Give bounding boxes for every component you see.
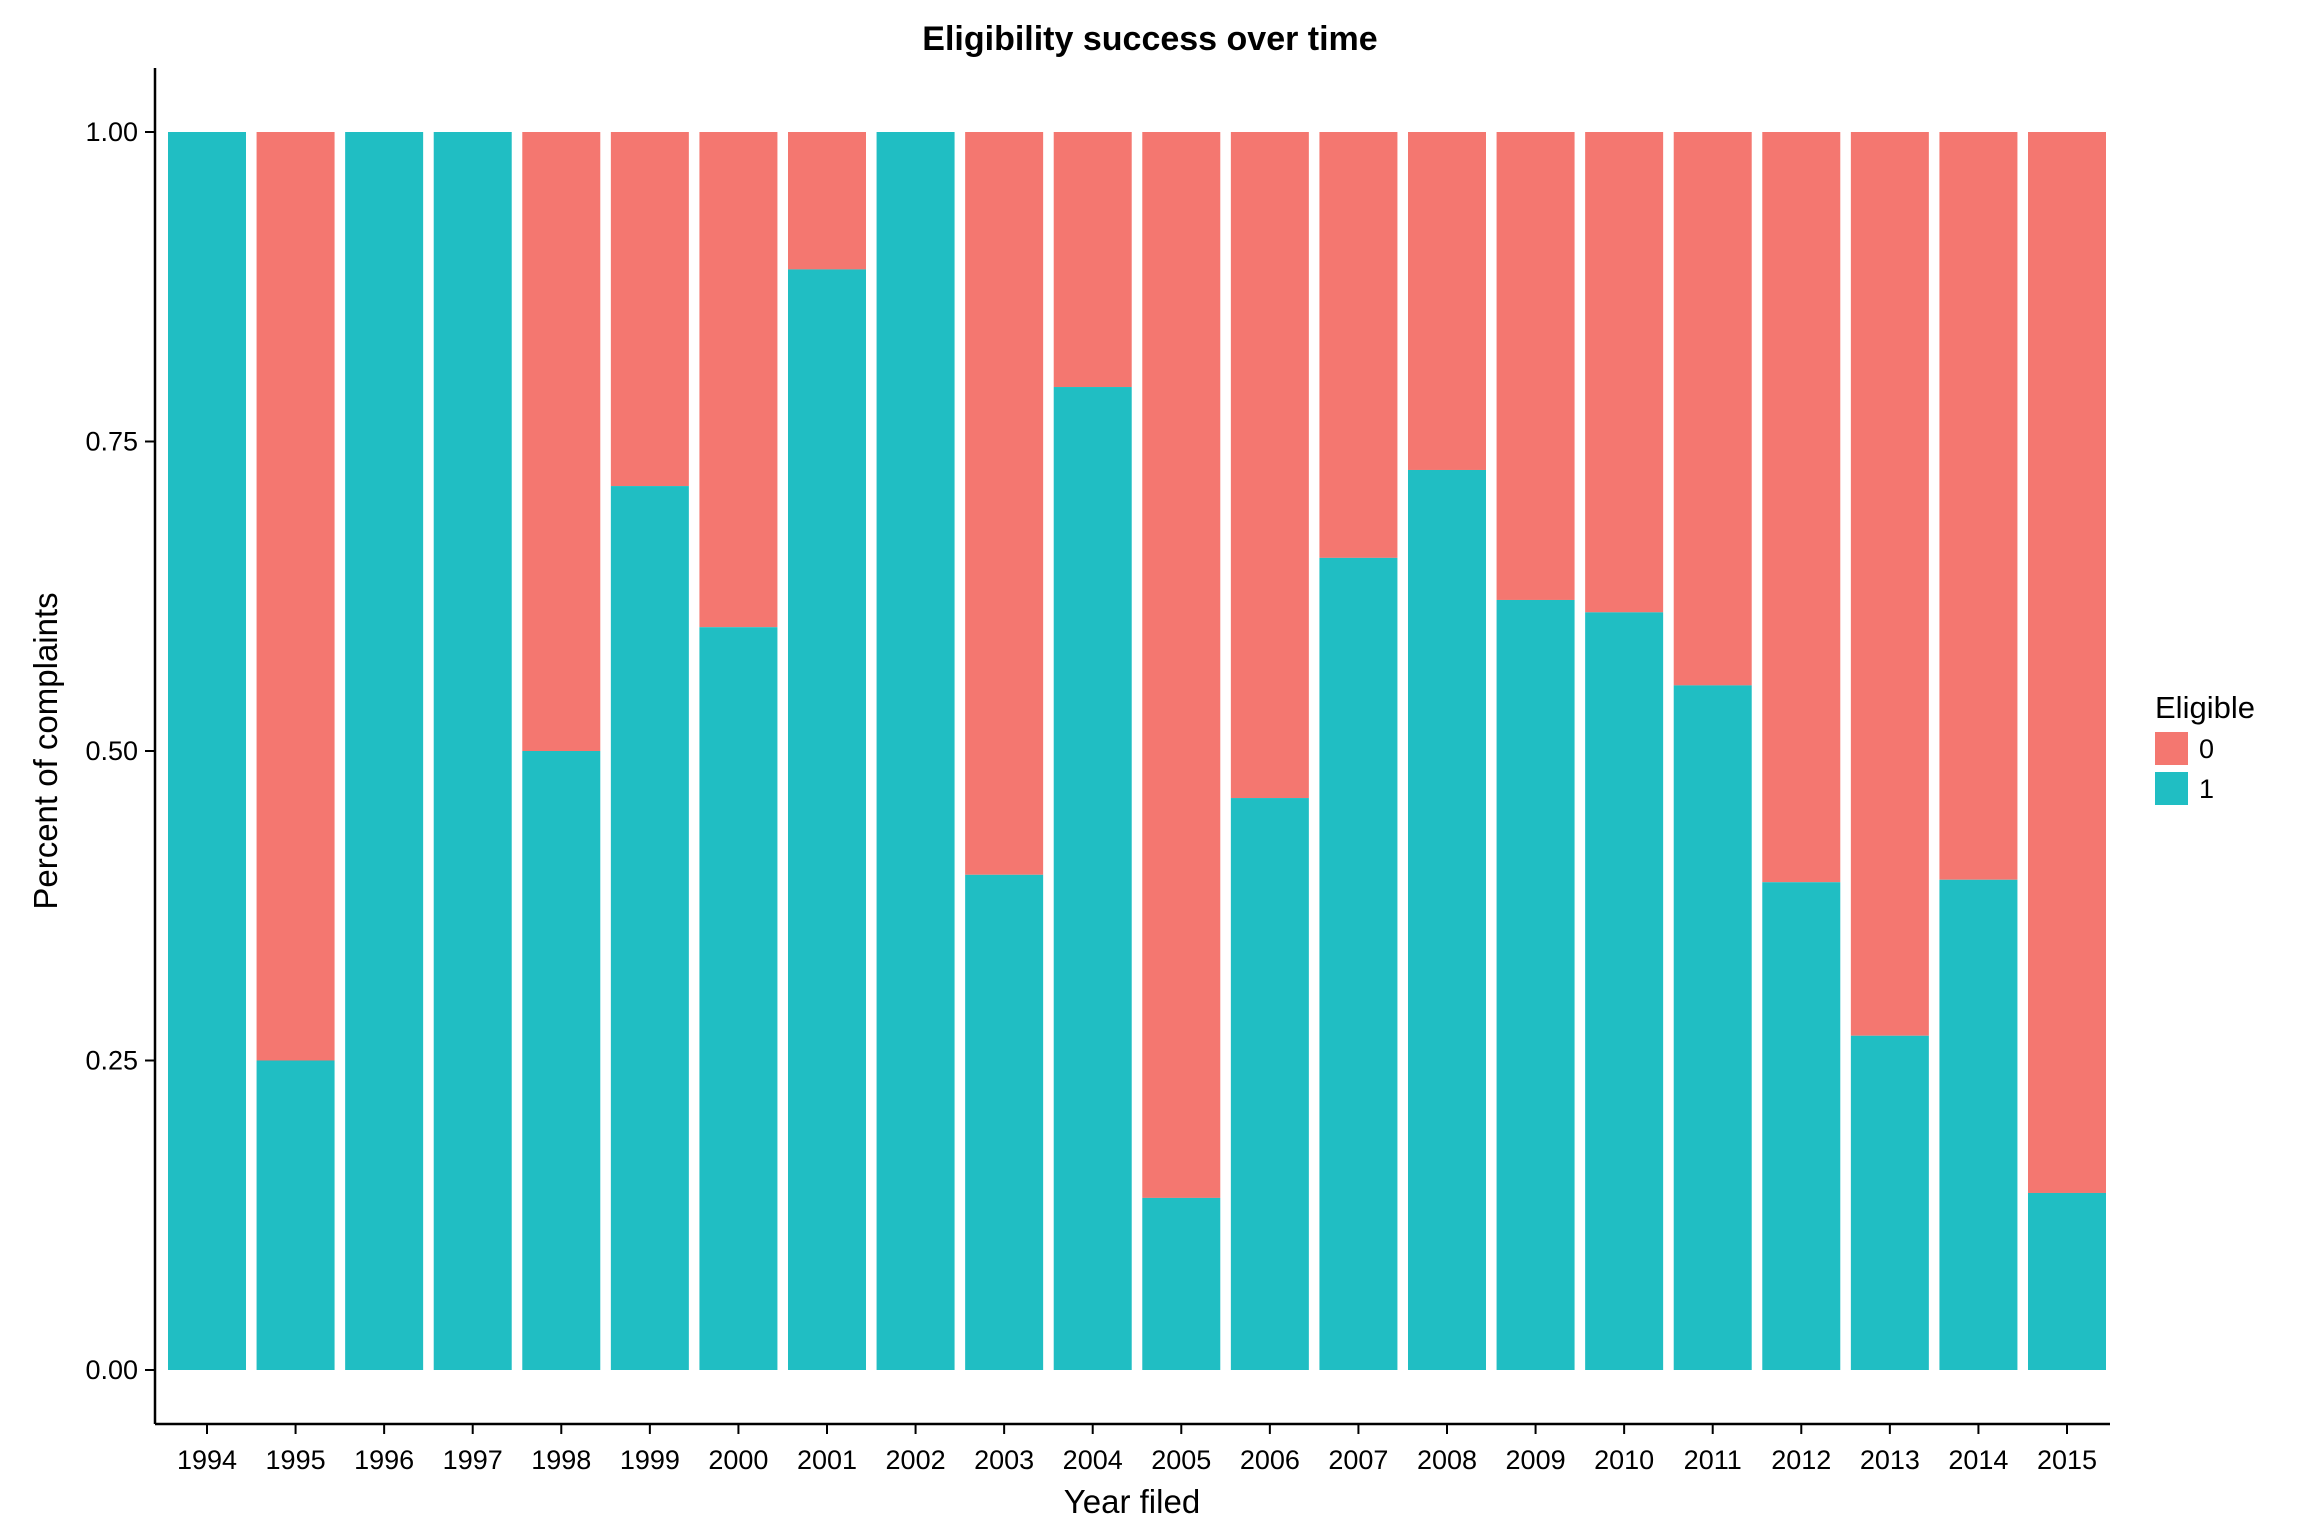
bar-2011-eligible-1 [1673, 685, 1752, 1370]
x-tick-label-2001: 2001 [797, 1445, 857, 1475]
legend: Eligible 0 1 [2155, 690, 2255, 805]
bar-1998-eligible-1 [522, 751, 601, 1370]
x-tick-label-2010: 2010 [1594, 1445, 1654, 1475]
x-tick-label-1994: 1994 [177, 1445, 237, 1475]
x-tick-label-2008: 2008 [1417, 1445, 1477, 1475]
bar-2014-eligible-1 [1939, 879, 2018, 1370]
bar-2011-eligible-0 [1673, 132, 1752, 686]
legend-swatch-1 [2155, 772, 2188, 805]
x-tick-label-2013: 2013 [1860, 1445, 1920, 1475]
x-tick-label-1998: 1998 [531, 1445, 591, 1475]
chart-title: Eligibility success over time [922, 20, 1377, 58]
legend-swatch-0 [2155, 732, 2188, 765]
bar-2006-eligible-1 [1230, 798, 1309, 1370]
bar-2007-eligible-0 [1319, 132, 1398, 558]
bar-1999-eligible-0 [610, 132, 689, 487]
bar-2001-eligible-0 [788, 132, 866, 270]
x-tick-label-2005: 2005 [1151, 1445, 1211, 1475]
y-axis-title: Percent of complaints [27, 592, 64, 909]
bar-2003-eligible-0 [965, 132, 1044, 875]
legend-label-0: 0 [2199, 734, 2214, 764]
bar-1997-eligible-1 [433, 132, 512, 1370]
x-tick-label-1996: 1996 [354, 1445, 414, 1475]
bar-2007-eligible-1 [1319, 557, 1398, 1370]
x-tick-label-2011: 2011 [1684, 1445, 1742, 1475]
x-tick-label-2014: 2014 [1948, 1445, 2008, 1475]
bar-2001-eligible-1 [788, 269, 866, 1371]
bar-2004-eligible-1 [1053, 387, 1132, 1370]
x-tick-label-2012: 2012 [1771, 1445, 1831, 1475]
y-tick-label: 1.00 [85, 117, 138, 147]
bar-2009-eligible-0 [1496, 132, 1575, 600]
bar-2012-eligible-0 [1762, 132, 1841, 883]
y-tick-label: 0.50 [85, 736, 138, 766]
x-tick-label-2003: 2003 [974, 1445, 1034, 1475]
bar-2009-eligible-1 [1496, 599, 1575, 1370]
bar-1998-eligible-0 [522, 132, 601, 751]
x-tick-label-2009: 2009 [1506, 1445, 1566, 1475]
bar-2005-eligible-0 [1142, 132, 1221, 1198]
bar-2010-eligible-1 [1585, 612, 1664, 1370]
bar-2004-eligible-0 [1053, 132, 1132, 388]
x-tick-label-1999: 1999 [620, 1445, 680, 1475]
bar-2015-eligible-1 [2028, 1192, 2106, 1370]
bar-2012-eligible-1 [1762, 882, 1841, 1370]
y-tick-label: 0.75 [85, 427, 138, 457]
x-tick-label-2007: 2007 [1328, 1445, 1388, 1475]
x-axis-title: Year filed [1064, 1483, 1200, 1520]
x-tick-label-2000: 2000 [708, 1445, 768, 1475]
x-tick-label-2006: 2006 [1240, 1445, 1300, 1475]
y-tick-label: 0.25 [85, 1046, 138, 1076]
bar-2002-eligible-1 [876, 132, 955, 1370]
y-tick-label: 0.00 [85, 1355, 138, 1385]
legend-title: Eligible [2155, 690, 2255, 725]
bar-2008-eligible-0 [1408, 132, 1486, 470]
bar-2003-eligible-1 [965, 874, 1044, 1370]
bar-1999-eligible-1 [610, 486, 689, 1370]
bar-2015-eligible-0 [2028, 132, 2106, 1193]
bar-2013-eligible-1 [1850, 1035, 1929, 1370]
bar-2005-eligible-1 [1142, 1197, 1221, 1370]
x-tick-label-2015: 2015 [2037, 1445, 2097, 1475]
x-tick-label-1995: 1995 [266, 1445, 326, 1475]
x-tick-label-2002: 2002 [886, 1445, 946, 1475]
bar-2014-eligible-0 [1939, 132, 2018, 880]
bar-1995-eligible-0 [256, 132, 335, 1061]
bar-2013-eligible-0 [1850, 132, 1929, 1036]
legend-label-1: 1 [2199, 774, 2214, 804]
bar-2010-eligible-0 [1585, 132, 1664, 613]
bar-2008-eligible-1 [1408, 469, 1486, 1370]
bar-1994-eligible-1 [168, 132, 246, 1370]
bar-1995-eligible-1 [256, 1060, 335, 1370]
bar-2000-eligible-0 [699, 132, 778, 628]
bar-2006-eligible-0 [1230, 132, 1309, 799]
x-tick-label-1997: 1997 [443, 1445, 503, 1475]
x-tick-label-2004: 2004 [1063, 1445, 1123, 1475]
bar-1996-eligible-1 [345, 132, 424, 1370]
bar-2000-eligible-1 [699, 627, 778, 1370]
